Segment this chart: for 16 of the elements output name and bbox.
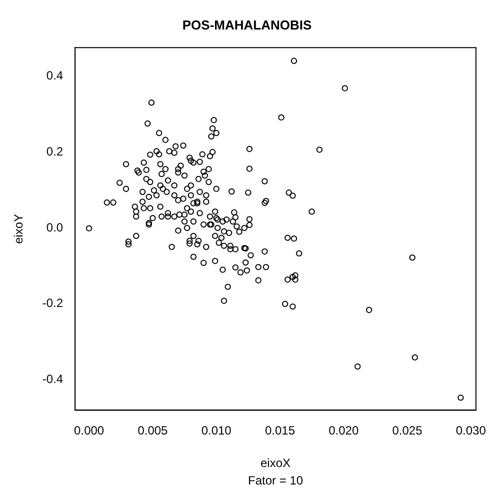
- x-tick-label: 0.010: [201, 424, 232, 438]
- x-tick-label: 0.025: [392, 424, 423, 438]
- y-tick-label: 0.4: [46, 68, 64, 82]
- x-tick-label: 0.000: [74, 424, 104, 438]
- y-tick-label: 0.0: [46, 220, 64, 234]
- text: Fator = 10: [248, 473, 304, 488]
- x-tick-label: 0.005: [138, 424, 168, 438]
- x-axis-title: eixoX: [260, 456, 291, 470]
- y-tick-label: 0.2: [46, 144, 64, 158]
- y-tick-label: -0.4: [42, 372, 64, 386]
- x-tick-label: 0.030: [456, 424, 486, 438]
- x-tick-label: 0.020: [328, 424, 359, 438]
- x-tick-label: 0.015: [264, 424, 296, 438]
- chart-title: POS-MAHALANOBIS: [182, 17, 312, 32]
- y-tick-label: -0.2: [42, 296, 64, 310]
- y-axis-title: eixoY: [12, 214, 26, 244]
